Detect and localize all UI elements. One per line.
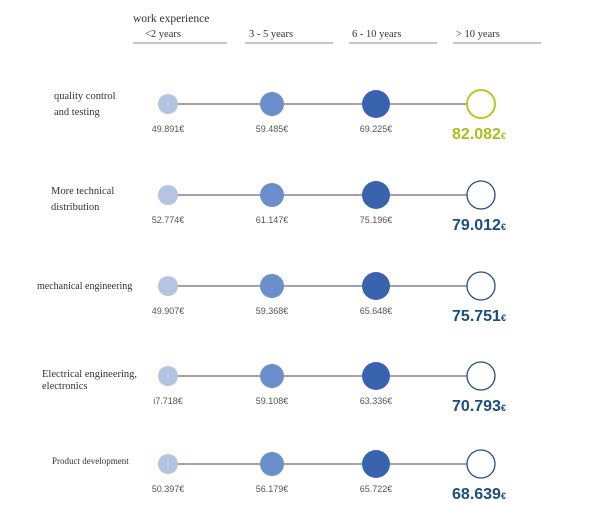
- data-point: [158, 454, 178, 474]
- work-experience-header: work experience: [133, 13, 209, 25]
- data-label: 56.179€: [256, 484, 289, 494]
- data-point-final: [466, 89, 496, 119]
- data-point: [158, 366, 178, 386]
- data-point: [260, 183, 284, 207]
- data-point: [362, 90, 390, 118]
- data-point: [260, 274, 284, 298]
- data-point: [362, 272, 390, 300]
- data-point: [260, 364, 284, 388]
- row-label: and testing: [54, 107, 101, 118]
- data-label-final: 79.012€: [452, 217, 506, 234]
- data-label-final: 70.793€: [452, 398, 506, 415]
- data-point: [158, 276, 178, 296]
- column-header-2: 3 - 5 years: [249, 29, 293, 40]
- data-point: [158, 185, 178, 205]
- data-point: [362, 181, 390, 209]
- data-label: 59.368€: [256, 306, 289, 316]
- column-header-4: > 10 years: [456, 29, 500, 40]
- data-label: 52.774€: [152, 215, 185, 225]
- data-point-final: [466, 180, 496, 210]
- row-label: distribution: [51, 202, 100, 213]
- data-label: 63.336€: [360, 396, 393, 406]
- data-label: 59.485€: [256, 124, 289, 134]
- data-label: 59.108€: [256, 396, 289, 406]
- data-label: 49.907€: [152, 306, 185, 316]
- currency-symbol: €: [501, 403, 506, 413]
- chart-row: quality control and testing 49.891€ 59.485€…: [54, 89, 506, 143]
- chart-row: mechanical engineering 49.907€ 59.368€ 65.6…: [37, 271, 506, 325]
- data-point: [260, 92, 284, 116]
- column-header-3: 6 - 10 years: [352, 29, 401, 40]
- row-label: Electrical engineering,: [42, 369, 137, 380]
- data-label-final: 68.639€: [452, 486, 506, 503]
- currency-symbol: €: [501, 491, 506, 501]
- row-label: More technical: [51, 186, 114, 197]
- row-label: electronics: [42, 381, 87, 392]
- column-headers: <2 years 3 - 5 years 6 - 10 years > 10 year…: [133, 29, 541, 44]
- currency-symbol: €: [501, 222, 506, 232]
- data-point-final: [466, 449, 496, 479]
- chart-row: Product development 50.397€ 56.179€ 65.722€…: [52, 449, 506, 503]
- column-header-1: <2 years: [145, 29, 181, 40]
- data-point: [158, 94, 178, 114]
- chart-rows: quality control and testing 49.891€ 59.485€…: [37, 89, 506, 503]
- row-label: mechanical engineering: [37, 281, 132, 292]
- data-point: [362, 362, 390, 390]
- data-label: i7.718€: [153, 396, 183, 406]
- data-label-final: 75.751€: [452, 308, 506, 325]
- currency-symbol: €: [501, 131, 506, 141]
- data-point: [260, 452, 284, 476]
- row-label: Product development: [52, 456, 129, 466]
- chart-row: Electrical engineering,electronics i7.718…: [42, 361, 506, 415]
- currency-symbol: €: [501, 313, 506, 323]
- data-label: 65.648€: [360, 306, 393, 316]
- data-label: 61.147€: [256, 215, 289, 225]
- chart-row: More technical distribution 52.774€ 61.147€…: [51, 180, 506, 234]
- data-label: 49.891€: [152, 124, 185, 134]
- data-point-final: [466, 271, 496, 301]
- data-point-final: [466, 361, 496, 391]
- data-point: [362, 450, 390, 478]
- data-label-final: 82.082€: [452, 126, 506, 143]
- data-label: 50.397€: [152, 484, 185, 494]
- data-label: 65.722€: [360, 484, 393, 494]
- row-label: quality control: [54, 91, 116, 102]
- data-label: 69.225€: [360, 124, 393, 134]
- data-label: 75.196€: [360, 215, 393, 225]
